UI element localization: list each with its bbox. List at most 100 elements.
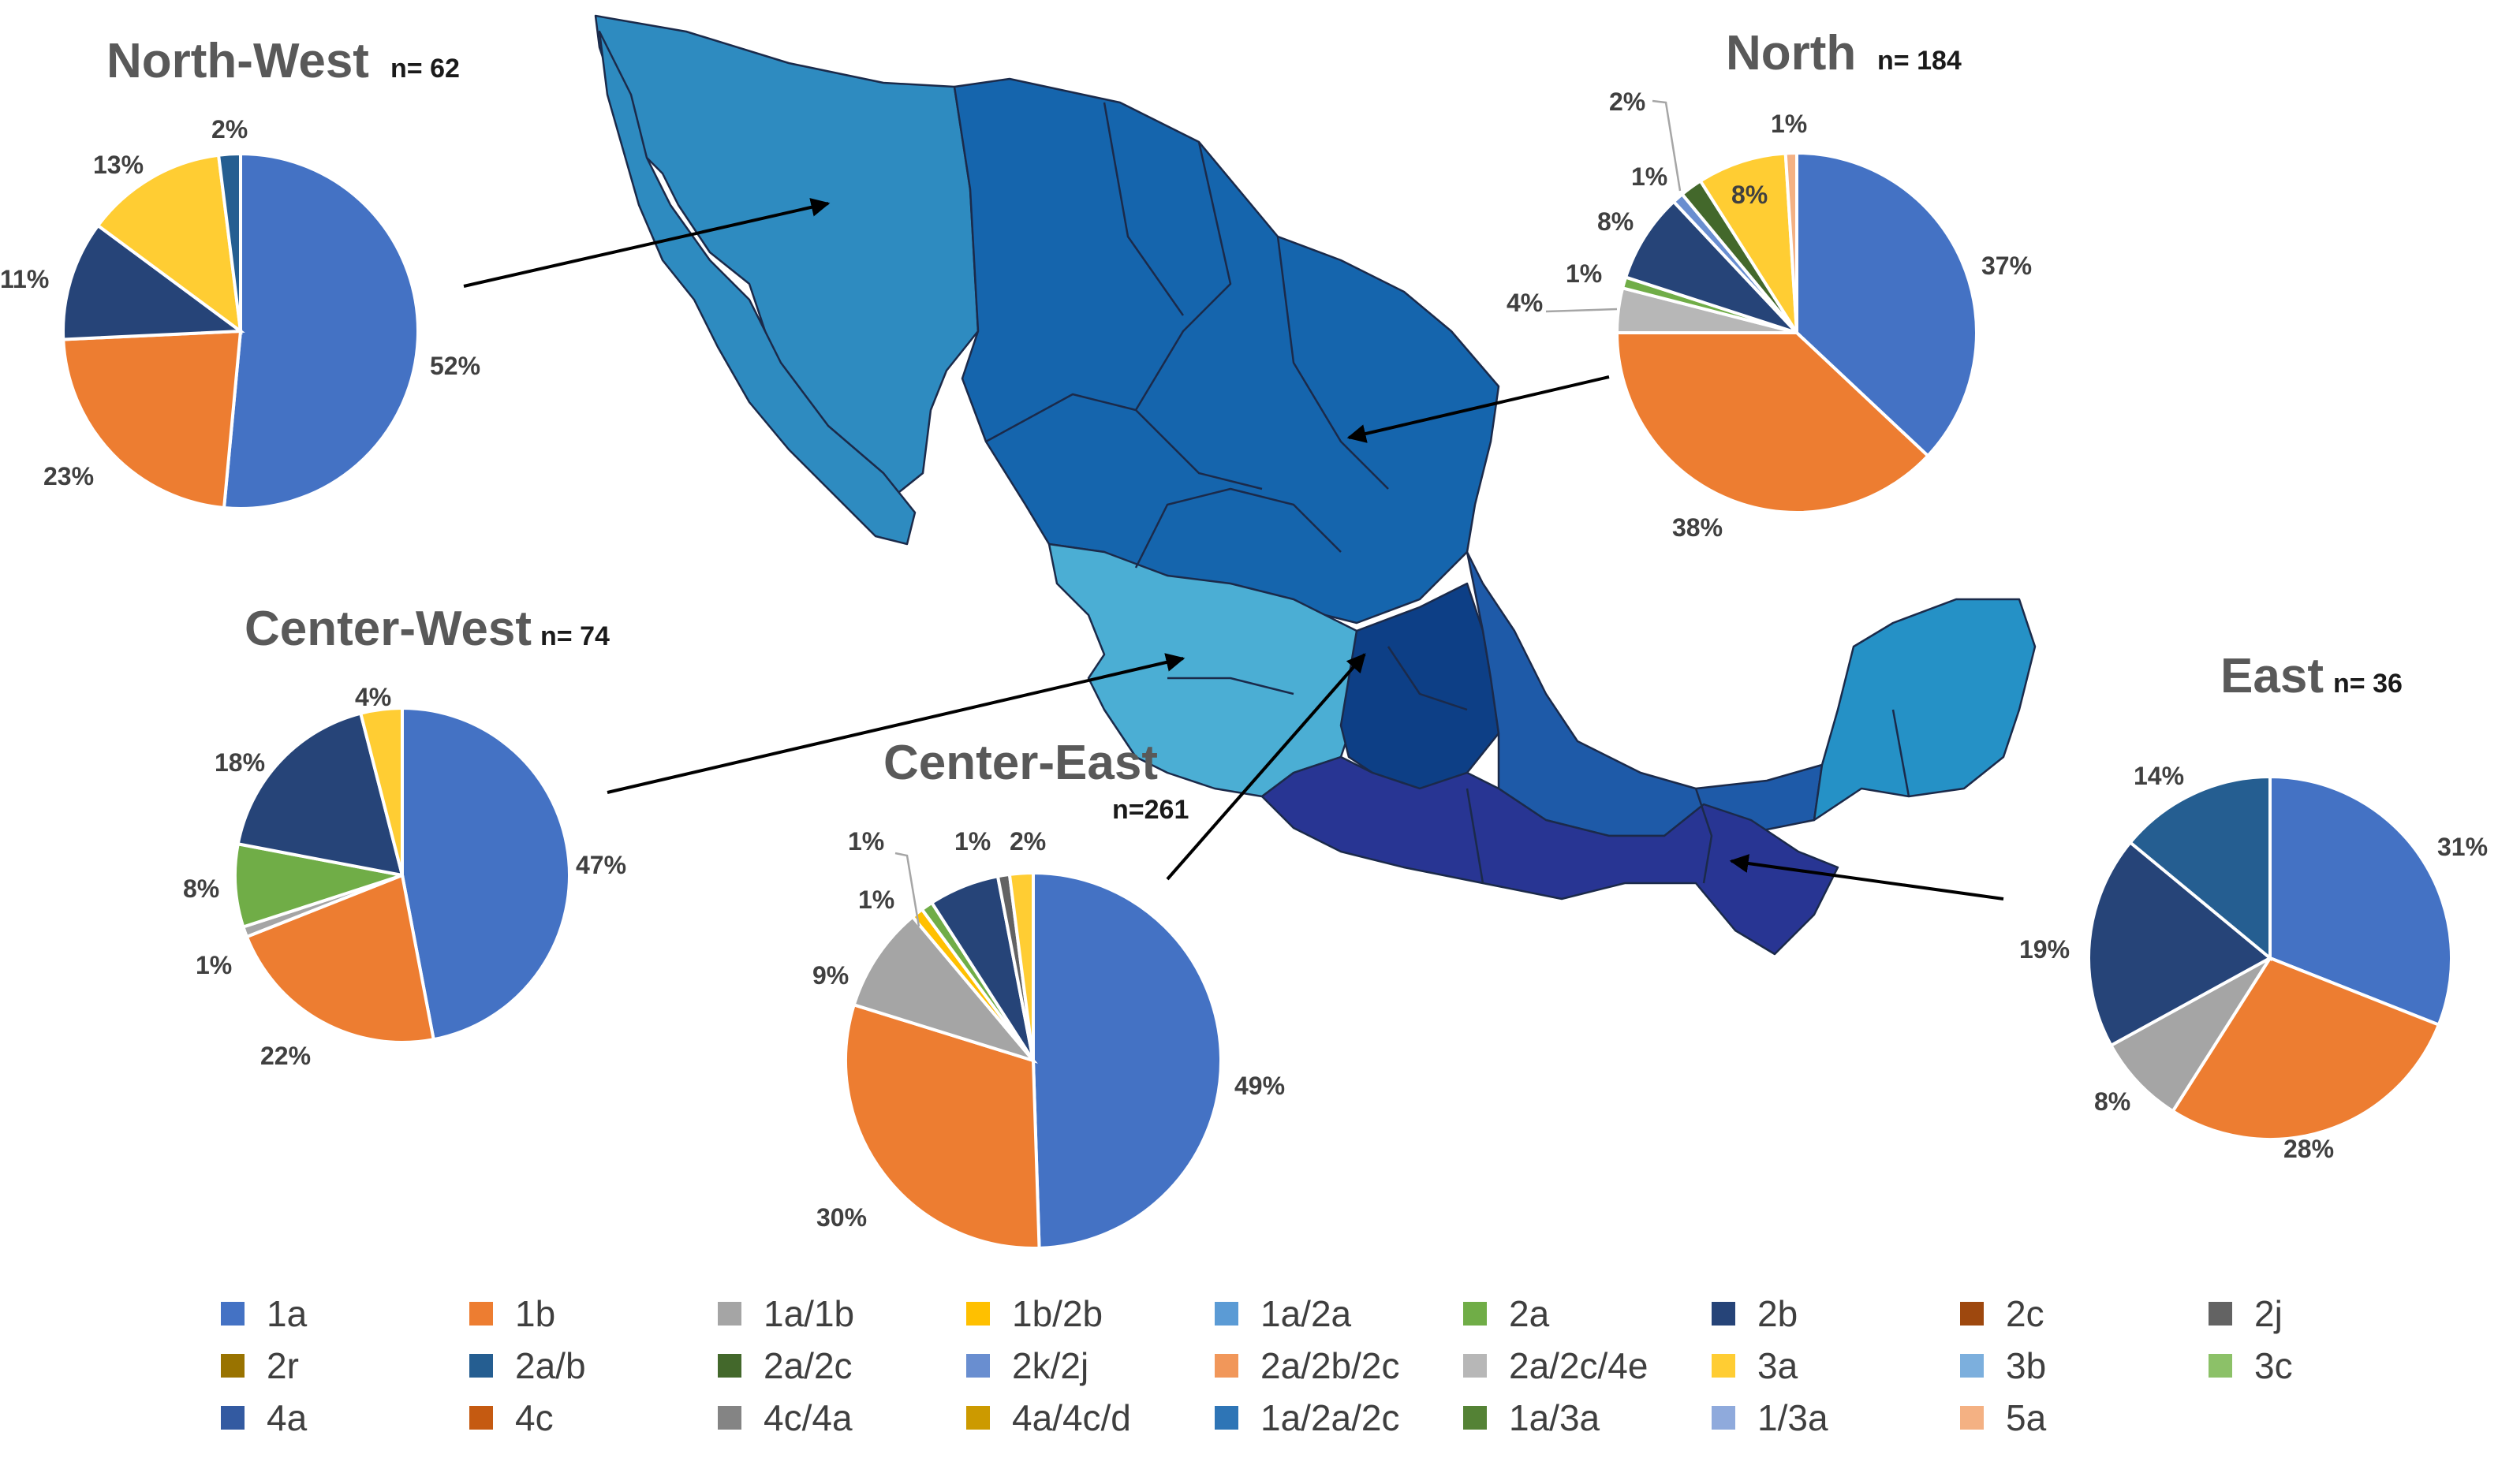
leader-line <box>1652 99 1682 192</box>
pie-labels: 52% 23% 11% 13% 2% 37% 38% 4% 1% 8% 1% 2… <box>0 88 2488 1232</box>
pie-label: 19% <box>2019 935 2070 964</box>
legend-item: 2a/2c/4e <box>1463 1345 1712 1386</box>
leader-lines <box>894 99 1682 927</box>
legend-swatch <box>1463 1354 1487 1378</box>
map-region-north <box>953 77 1500 625</box>
legend-item: 2j <box>2209 1293 2457 1334</box>
legend-label: 1a/2a/2c <box>1260 1397 1400 1438</box>
legend-swatch <box>1712 1354 1735 1378</box>
pie-slice-1b <box>2170 956 2441 1141</box>
legend-swatch <box>966 1302 990 1326</box>
legend-item: 2k/2j <box>966 1345 1215 1386</box>
legend-label: 2a/2c/4e <box>1509 1345 1649 1386</box>
legend-swatch <box>2209 1354 2232 1378</box>
legend-label: 3c <box>2254 1345 2293 1386</box>
legend-swatch <box>718 1406 741 1430</box>
pie-label: 9% <box>812 961 849 990</box>
pie-slice-1a <box>1032 871 1223 1250</box>
legend-label: 2a/2c <box>764 1345 853 1386</box>
legend-item: 1a/3a <box>1463 1397 1712 1438</box>
pie-label: 1% <box>848 827 884 856</box>
pie-label: 2% <box>1609 88 1645 116</box>
pie-slice-1b <box>62 329 243 510</box>
legend-item: 3c <box>2209 1345 2457 1386</box>
legend-label: 2b <box>1757 1293 1798 1334</box>
pie-north <box>1615 151 1978 514</box>
pie-north-west <box>62 151 420 510</box>
legend-swatch <box>469 1302 493 1326</box>
legend-swatch <box>966 1406 990 1430</box>
n-east: n= 36 <box>2333 669 2403 699</box>
pie-label: 31% <box>2437 833 2488 861</box>
legend-item: 1b <box>469 1293 718 1334</box>
pie-label: 30% <box>816 1203 867 1232</box>
legend-item: 2b <box>1712 1293 1960 1334</box>
legend-item: 2a/2c <box>718 1345 966 1386</box>
legend-item: 4a/4c/d <box>966 1397 1215 1438</box>
legend-item: 1a/2a/2c <box>1215 1397 1463 1438</box>
legend-label: 4c <box>515 1397 554 1438</box>
title-north: North <box>1726 26 1856 80</box>
n-north: n= 184 <box>1877 46 1962 76</box>
legend-swatch <box>2209 1302 2232 1326</box>
pie-slice-1a <box>1795 151 1978 458</box>
map-state-borders <box>985 102 1910 884</box>
pie-slice-1a <box>2268 774 2454 1027</box>
pie-slice-1b <box>844 1002 1041 1250</box>
pie-label: 52% <box>430 352 480 380</box>
legend-label: 1a <box>267 1293 308 1334</box>
pie-slice-1a-1b <box>852 914 1038 1064</box>
legend-label: 3a <box>1757 1345 1798 1386</box>
legend-swatch <box>469 1354 493 1378</box>
pie-label: 1% <box>954 827 991 856</box>
title-north-west: North-West <box>106 34 369 88</box>
title-center-west: Center-West <box>245 602 532 656</box>
legend-label: 4a/4c/d <box>1012 1397 1131 1438</box>
legend-item: 2a/b <box>469 1345 718 1386</box>
legend-item: 4a <box>221 1397 469 1438</box>
legend-label: 3b <box>2006 1345 2047 1386</box>
legend-label: 2a <box>1509 1293 1550 1334</box>
pie-label: 22% <box>260 1042 311 1070</box>
legend-item: 3a <box>1712 1345 1960 1386</box>
title-east: East <box>2220 649 2324 703</box>
legend-swatch <box>1215 1406 1238 1430</box>
region-arrows <box>463 198 2004 900</box>
pie-label: 47% <box>576 851 626 879</box>
leader-line <box>894 852 920 927</box>
pie-label: 23% <box>43 462 94 490</box>
legend-item: 2a/2b/2c <box>1215 1345 1463 1386</box>
legend-swatch <box>221 1302 245 1326</box>
legend-label: 2a/b <box>515 1345 586 1386</box>
legend-item: 2c <box>1960 1293 2209 1334</box>
legend-swatch <box>1215 1302 1238 1326</box>
legend-swatch <box>718 1302 741 1326</box>
pie-slice-3a <box>95 153 243 335</box>
pie-center-east <box>844 871 1223 1250</box>
pie-slice-2b <box>236 711 405 878</box>
legend-item: 2a <box>1463 1293 1712 1334</box>
pie-label: 1% <box>1566 259 1602 288</box>
legend-label: 5a <box>2006 1397 2047 1438</box>
legend-swatch <box>966 1354 990 1378</box>
pie-slice-2a-b <box>2127 774 2272 962</box>
pie-slice-3a <box>358 706 404 876</box>
legend-item: 4c <box>469 1397 718 1438</box>
pie-label: 4% <box>355 683 391 711</box>
legend-label: 2a/2b/2c <box>1260 1345 1400 1386</box>
legend-item: 5a <box>1960 1397 2209 1438</box>
pie-label: 2% <box>211 115 248 144</box>
legend-swatch <box>1712 1406 1735 1430</box>
pie-label: 14% <box>2134 762 2184 790</box>
pie-label: 8% <box>2094 1087 2130 1116</box>
n-center-west: n= 74 <box>540 621 610 651</box>
legend-item: 1a/2a <box>1215 1293 1463 1334</box>
pie-label: 4% <box>1507 289 1543 317</box>
legend-label: 2c <box>2006 1293 2044 1334</box>
pie-slice-1b <box>245 873 436 1044</box>
legend: 1a 1b 1a/1b 1b/2b 1a/2a 2a 2b 2c 2j 2r 2a/b 2a/2c 2k… <box>221 1293 2461 1438</box>
legend-swatch <box>1960 1354 1984 1378</box>
pie-label: 8% <box>1597 207 1634 236</box>
map-region-gulf <box>1466 550 1824 837</box>
